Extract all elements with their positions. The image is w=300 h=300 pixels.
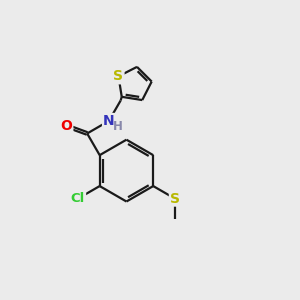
Text: S: S bbox=[113, 69, 124, 83]
Text: Cl: Cl bbox=[71, 192, 85, 205]
Text: N: N bbox=[103, 114, 115, 128]
Text: O: O bbox=[61, 119, 72, 133]
Text: H: H bbox=[113, 120, 123, 133]
Text: S: S bbox=[170, 192, 180, 206]
